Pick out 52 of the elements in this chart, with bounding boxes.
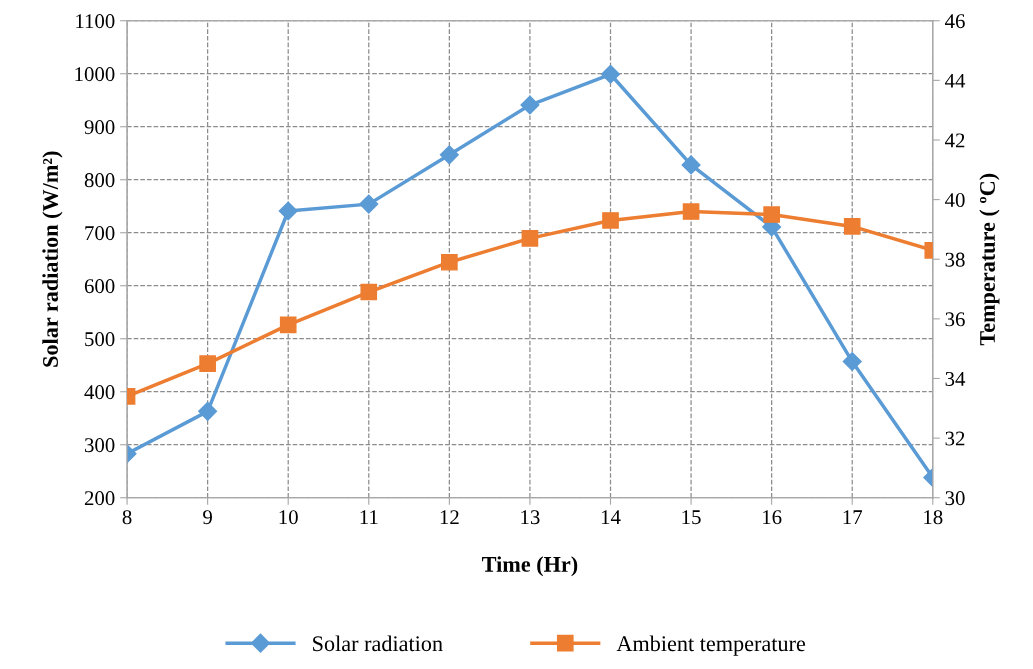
y-axis-title: Solar radiation (W/m²) <box>42 151 63 367</box>
point <box>600 64 621 84</box>
y2-tick-label: 46 <box>945 14 965 29</box>
point <box>682 203 700 220</box>
point <box>359 194 379 214</box>
point <box>279 316 297 334</box>
x-tick-label: 13 <box>521 510 540 525</box>
y-tick-label: 200 <box>84 491 115 506</box>
y-tick-label: 700 <box>85 226 115 241</box>
x-tick-label: 17 <box>843 510 863 524</box>
y-tick-label: 900 <box>84 120 115 135</box>
y2-tick-label: 44 <box>945 73 966 88</box>
x-tick-label: 14 <box>601 510 621 524</box>
point <box>763 206 780 223</box>
x-tick-label: 18 <box>924 510 943 525</box>
x-tick-label: 16 <box>763 510 782 525</box>
y-tick-label: 1000 <box>75 67 115 82</box>
point <box>681 155 701 175</box>
point <box>843 218 861 235</box>
y2-tick-label: 40 <box>945 192 965 208</box>
x-tick-label: 9 <box>203 510 212 525</box>
point <box>602 212 619 229</box>
y2-tick-label: 32 <box>945 431 965 446</box>
x-axis-title: Time (Hr) <box>482 556 578 577</box>
x-tick-label: 8 <box>122 510 132 525</box>
y2-tick-label: 42 <box>945 133 965 148</box>
point <box>842 351 862 372</box>
y-tick-label: 300 <box>85 438 115 453</box>
legend-label: Ambient temperature <box>616 635 806 656</box>
y2-tick-label: 30 <box>945 491 965 506</box>
y2-tick-label: 38 <box>945 252 965 267</box>
y2-tick-label: 36 <box>945 312 965 327</box>
y-tick-label: 400 <box>84 385 115 400</box>
x-tick-label: 11 <box>360 510 378 524</box>
point <box>521 230 539 247</box>
y2-axis-title: Temperature ( ºC) <box>979 173 1000 346</box>
y-tick-label: 500 <box>85 332 115 347</box>
legend-label: Solar radiation <box>313 635 443 652</box>
point <box>198 401 218 421</box>
x-tick-label: 15 <box>682 510 701 525</box>
x-tick-label: 10 <box>279 510 298 525</box>
point <box>520 95 540 115</box>
point <box>441 253 458 271</box>
x-tick-label: 12 <box>440 510 459 524</box>
y-tick-label: 1100 <box>76 14 115 29</box>
y2-tick-label: 34 <box>945 371 966 386</box>
point <box>199 355 216 372</box>
point <box>360 283 378 301</box>
y-tick-label: 800 <box>84 173 115 188</box>
y-tick-label: 600 <box>84 279 115 294</box>
point <box>439 145 459 165</box>
point <box>278 201 298 221</box>
